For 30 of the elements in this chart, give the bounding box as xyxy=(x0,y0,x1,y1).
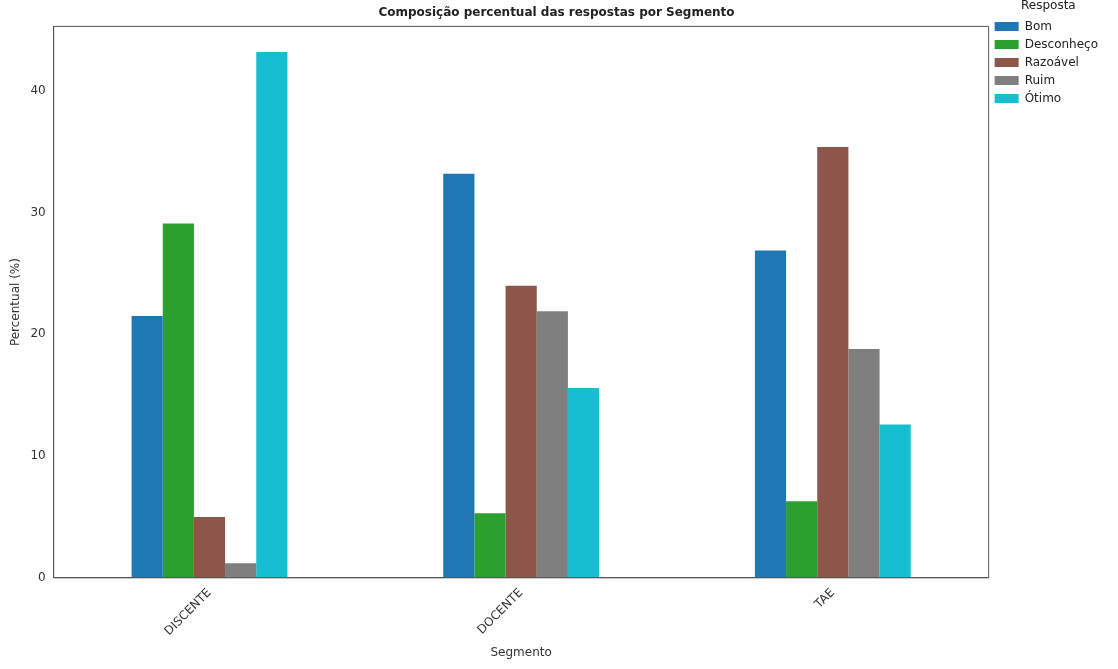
bar xyxy=(131,316,163,578)
x-axis-title: Segmento xyxy=(490,644,552,659)
y-tick-label: 10 xyxy=(30,448,46,463)
chart-title: Composição percentual das respostas por Segmento xyxy=(378,5,735,20)
legend-label: Ruim xyxy=(1024,72,1056,87)
bar xyxy=(817,146,849,578)
y-tick-label: 0 xyxy=(38,569,46,584)
bar xyxy=(474,513,506,578)
y-tick-label: 40 xyxy=(30,83,46,98)
bar xyxy=(225,563,257,578)
y-axis-title: Percentual (%) xyxy=(8,258,23,347)
bar xyxy=(754,250,787,578)
y-tick-label: 30 xyxy=(30,204,46,219)
bar xyxy=(505,285,537,578)
legend-title: Resposta xyxy=(1020,0,1076,13)
bar xyxy=(256,51,288,578)
legend-label: Razoável xyxy=(1024,54,1079,69)
bar xyxy=(567,387,600,578)
bar xyxy=(879,424,911,578)
bar xyxy=(848,348,880,578)
x-tick-label: TAE xyxy=(810,585,838,612)
bar xyxy=(193,516,226,578)
legend-label: Desconheço xyxy=(1024,36,1099,51)
bar xyxy=(786,501,818,578)
legend-label: Bom xyxy=(1024,18,1052,33)
bar xyxy=(162,223,194,578)
y-tick-label: 20 xyxy=(30,326,46,341)
bar xyxy=(536,311,568,578)
legend-label: Ótimo xyxy=(1024,89,1062,105)
bar xyxy=(443,173,475,578)
